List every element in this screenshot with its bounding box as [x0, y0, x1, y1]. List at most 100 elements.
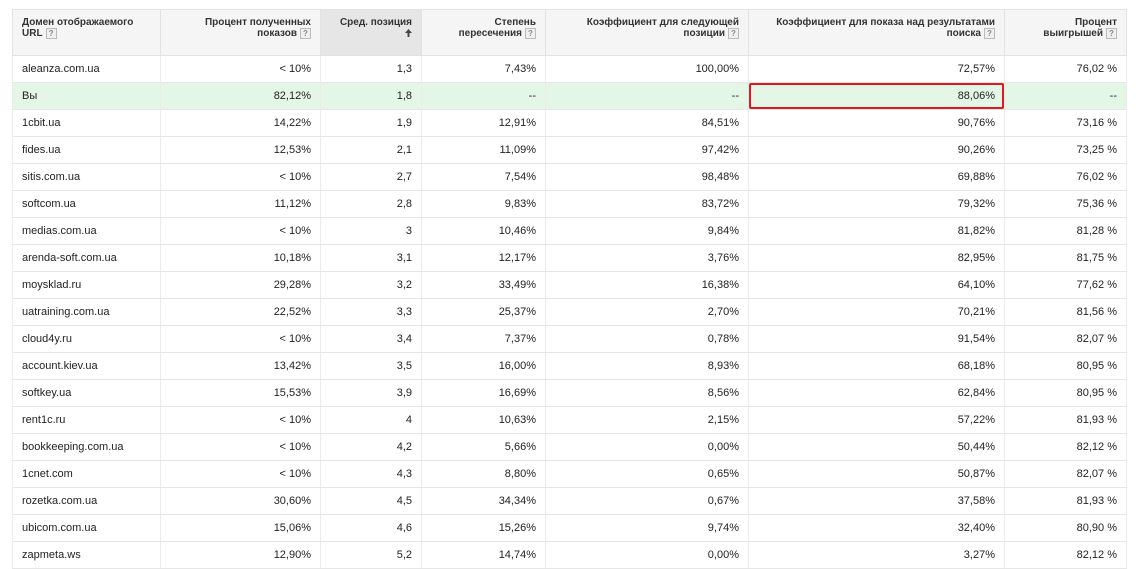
header-label: Коэффициент для показа над результатами …: [776, 17, 995, 40]
table-cell: softcom.ua: [12, 190, 161, 218]
table-cell: 82,95%: [748, 244, 1005, 272]
table-row: bookkeeping.com.ua < 10% 4,2 5,66% 0,00% 50,4…: [12, 433, 1127, 461]
table-cell: 81,93 %: [1004, 487, 1127, 515]
table-cell: 13,42%: [160, 352, 321, 380]
help-icon[interactable]: ?: [728, 28, 739, 39]
table-cell: 12,17%: [421, 244, 546, 272]
table-cell: 30,60%: [160, 487, 321, 515]
table-row: rozetka.com.ua 30,60% 4,5 34,34% 0,67% 37,58%…: [12, 487, 1127, 515]
table-cell: 33,49%: [421, 271, 546, 299]
table-cell: 14,74%: [421, 541, 546, 569]
table-cell: 76,02 %: [1004, 163, 1127, 191]
table-cell: 25,37%: [421, 298, 546, 326]
table-cell: rent1c.ru: [12, 406, 161, 434]
help-icon[interactable]: ?: [300, 28, 311, 39]
table-row: aleanza.com.ua < 10% 1,3 7,43% 100,00% 72,57%…: [12, 55, 1127, 83]
table-row: fides.ua 12,53% 2,1 11,09% 97,42% 90,26% 73,25…: [12, 136, 1127, 164]
table-cell: 14,22%: [160, 109, 321, 137]
table-cell: medias.com.ua: [12, 217, 161, 245]
help-icon[interactable]: ?: [45, 28, 57, 39]
table-cell: 0,78%: [545, 325, 749, 353]
table-cell: 73,25 %: [1004, 136, 1127, 164]
table-cell: 97,42%: [545, 136, 749, 164]
table-cell: 2,7: [320, 163, 422, 191]
table-cell: ubicom.com.ua: [12, 514, 161, 542]
table-row: softcom.ua 11,12% 2,8 9,83% 83,72% 79,32% 75,3…: [12, 190, 1127, 218]
table-cell: 84,51%: [545, 109, 749, 137]
header-label: Домен отображаемого URL: [22, 17, 134, 40]
table-cell: 34,34%: [421, 487, 546, 515]
help-icon[interactable]: ?: [1106, 28, 1117, 39]
table-cell: 4,3: [320, 460, 422, 488]
table-cell: < 10%: [160, 55, 321, 83]
table-cell: 15,26%: [421, 514, 546, 542]
table-cell: sitis.com.ua: [12, 163, 161, 191]
sort-arrow[interactable]: [405, 29, 412, 38]
table-cell: 98,48%: [545, 163, 749, 191]
table-cell: 12,53%: [160, 136, 321, 164]
table-cell: --: [545, 82, 749, 110]
table-cell: 2,1: [320, 136, 422, 164]
table-row: uatraining.com.ua 22,52% 3,3 25,37% 2,70% 70,…: [12, 298, 1127, 326]
table-cell: 64,10%: [748, 271, 1005, 299]
table-cell: 90,76%: [748, 109, 1005, 137]
header-label: Коэффициент для следующей позиции: [586, 17, 739, 40]
table-cell: 69,88%: [748, 163, 1005, 191]
table-cell: --: [1004, 82, 1127, 110]
header-label: Сред. позиция: [339, 17, 412, 28]
table-cell: 3,1: [320, 244, 422, 272]
table-cell: 50,44%: [748, 433, 1005, 461]
table-cell: 3,9: [320, 379, 422, 407]
table-row: zapmeta.ws 12,90% 5,2 14,74% 0,00% 3,27% 82,12…: [12, 541, 1127, 569]
table-cell: 9,84%: [545, 217, 749, 245]
column-header: Домен отображаемого URL?: [12, 9, 161, 56]
table-cell: 81,93 %: [1004, 406, 1127, 434]
table-cell: rozetka.com.ua: [12, 487, 161, 515]
table-cell: 100,00%: [545, 55, 749, 83]
table-cell: bookkeeping.com.ua: [12, 433, 161, 461]
table-cell: 2,8: [320, 190, 422, 218]
table-cell: 1cbit.ua: [12, 109, 161, 137]
table-cell: 15,53%: [160, 379, 321, 407]
table-cell: 7,37%: [421, 325, 546, 353]
table-cell: 82,12%: [160, 82, 321, 110]
table-cell: Вы: [12, 82, 161, 110]
table-cell: 83,72%: [545, 190, 749, 218]
table-cell: 50,87%: [748, 460, 1005, 488]
table-cell: 79,32%: [748, 190, 1005, 218]
table-cell: 0,00%: [545, 433, 749, 461]
table-cell: 68,18%: [748, 352, 1005, 380]
table-cell: 3,4: [320, 325, 422, 353]
table-cell: 11,12%: [160, 190, 321, 218]
table-cell: 10,18%: [160, 244, 321, 272]
table-cell: 90,26%: [748, 136, 1005, 164]
table-cell: 1,8: [320, 82, 422, 110]
table-cell: 81,56 %: [1004, 298, 1127, 326]
help-icon[interactable]: ?: [984, 28, 995, 39]
table-cell: 8,80%: [421, 460, 546, 488]
table-cell: 80,95 %: [1004, 352, 1127, 380]
table-cell: 80,95 %: [1004, 379, 1127, 407]
table-cell: 9,74%: [545, 514, 749, 542]
table-row: account.kiev.ua 13,42% 3,5 16,00% 8,93% 68,18…: [12, 352, 1127, 380]
table-cell: 8,56%: [545, 379, 749, 407]
table-row: cloud4y.ru < 10% 3,4 7,37% 0,78% 91,54% 82,07 …: [12, 325, 1127, 353]
table-cell: 9,83%: [421, 190, 546, 218]
table-row: arenda-soft.com.ua 10,18% 3,1 12,17% 3,76% 82…: [12, 244, 1127, 272]
table-cell: < 10%: [160, 217, 321, 245]
table-cell: < 10%: [160, 433, 321, 461]
table-cell: 5,66%: [421, 433, 546, 461]
table-cell: 8,93%: [545, 352, 749, 380]
column-header: Процент полученных показов?: [160, 9, 321, 56]
column-header: Коэффициент для следующей позиции?: [545, 9, 749, 56]
table-cell: 2,70%: [545, 298, 749, 326]
table-cell: 0,65%: [545, 460, 749, 488]
table-cell: 77,62 %: [1004, 271, 1127, 299]
table-cell: 76,02 %: [1004, 55, 1127, 83]
table-cell: 82,12 %: [1004, 541, 1127, 569]
auction-table: Домен отображаемого URL? Процент полученн…: [12, 9, 1127, 569]
table-row: ubicom.com.ua 15,06% 4,6 15,26% 9,74% 32,40% 8…: [12, 514, 1127, 542]
help-icon[interactable]: ?: [525, 28, 536, 39]
table-cell: 70,21%: [748, 298, 1005, 326]
